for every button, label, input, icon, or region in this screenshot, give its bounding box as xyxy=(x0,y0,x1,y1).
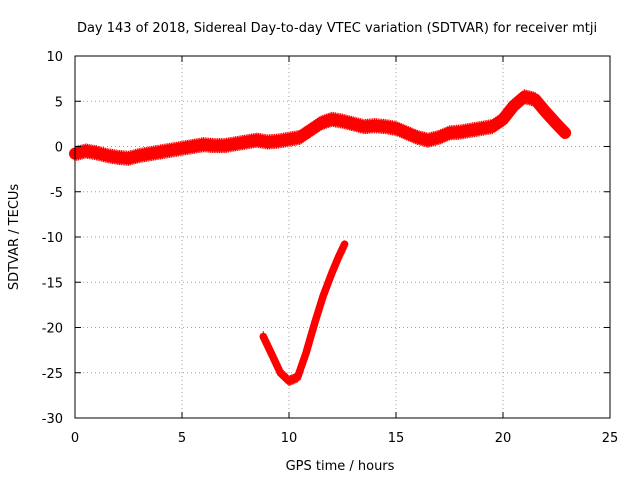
y-tick-label: 5 xyxy=(55,95,63,110)
chart-title: Day 143 of 2018, Sidereal Day-to-day VTE… xyxy=(77,21,597,36)
data-point xyxy=(320,295,327,302)
data-point xyxy=(324,283,331,290)
data-point xyxy=(315,308,322,315)
y-axis-label: SDTVAR / TECUs xyxy=(7,184,22,291)
data-point xyxy=(297,368,304,375)
data-point xyxy=(318,299,325,306)
data-point xyxy=(304,347,311,354)
data-point xyxy=(321,291,328,298)
data-point xyxy=(317,304,324,311)
data-point xyxy=(327,276,334,283)
x-tick-label: 0 xyxy=(71,431,79,446)
x-tick-label: 25 xyxy=(602,431,619,446)
series-main-track xyxy=(68,89,572,166)
data-point xyxy=(307,337,314,344)
y-tick-label: -30 xyxy=(42,412,63,427)
data-point xyxy=(301,356,308,363)
data-point xyxy=(294,376,301,383)
y-tick-label: 0 xyxy=(55,141,63,156)
data-point xyxy=(305,342,312,349)
grid-lines xyxy=(75,56,610,418)
data-series xyxy=(68,89,572,387)
x-tick-label: 20 xyxy=(495,431,512,446)
data-point xyxy=(325,280,332,287)
series-low-arc xyxy=(259,240,349,387)
x-tick-label: 5 xyxy=(178,431,186,446)
data-point xyxy=(300,360,307,367)
x-tick-label: 15 xyxy=(388,431,405,446)
y-tick-label: -20 xyxy=(42,322,63,337)
axis-ticks: 0 5 10 15 20 25 -30 -25 -20 -15 -10 -5 0 5 10 xyxy=(42,50,619,446)
y-tick-label: 10 xyxy=(46,50,63,65)
x-axis-label: GPS time / hours xyxy=(286,459,395,474)
y-tick-label: -5 xyxy=(50,186,63,201)
data-point xyxy=(340,245,347,252)
x-tick-label: 10 xyxy=(281,431,298,446)
data-point xyxy=(303,352,310,359)
data-point xyxy=(323,287,330,294)
data-point xyxy=(295,372,302,379)
data-point xyxy=(560,132,567,139)
data-point xyxy=(308,332,315,339)
data-point xyxy=(313,317,320,324)
data-point xyxy=(298,364,305,371)
data-point xyxy=(314,313,321,320)
y-tick-label: -15 xyxy=(42,276,63,291)
data-point xyxy=(310,327,317,334)
y-tick-label: -25 xyxy=(42,367,63,382)
y-tick-label: -10 xyxy=(42,231,63,246)
data-point xyxy=(311,322,318,329)
